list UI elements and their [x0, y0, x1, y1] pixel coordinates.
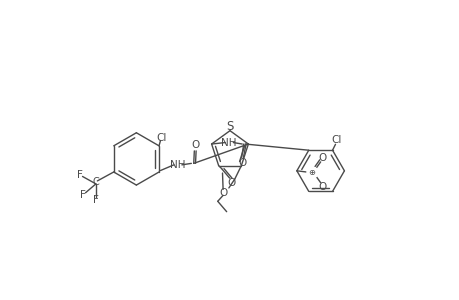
Text: S: S — [226, 120, 233, 133]
Text: Cl: Cl — [331, 135, 341, 145]
Text: NH: NH — [169, 160, 185, 170]
Text: O: O — [317, 153, 325, 163]
Text: O: O — [238, 158, 246, 168]
Text: ⊕: ⊕ — [308, 168, 314, 177]
Text: O: O — [317, 182, 325, 192]
Text: F: F — [79, 190, 85, 200]
Text: O: O — [190, 140, 199, 150]
Text: F: F — [77, 170, 82, 180]
Text: C: C — [92, 177, 99, 188]
Text: Cl: Cl — [157, 134, 167, 143]
Text: F: F — [93, 195, 99, 205]
Text: O: O — [218, 188, 227, 198]
Text: NH: NH — [221, 137, 236, 148]
Text: O: O — [226, 178, 235, 188]
